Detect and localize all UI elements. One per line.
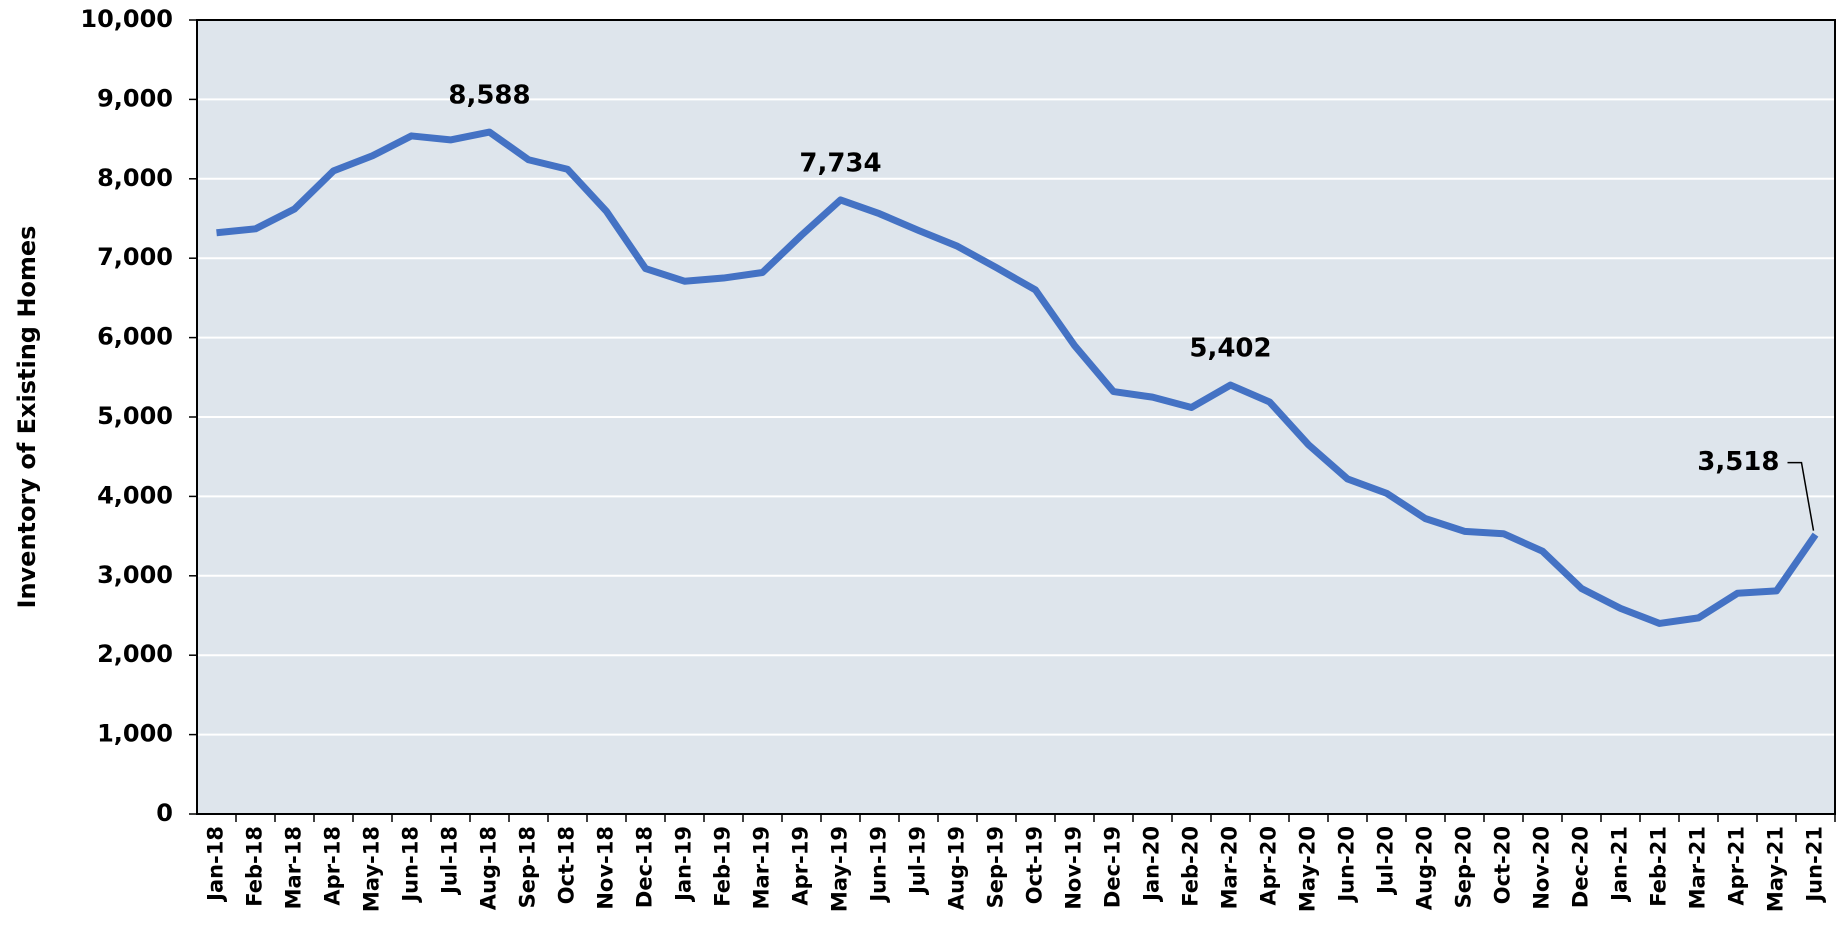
x-tick-label: Feb-19	[711, 826, 735, 907]
x-tick-label: Jan-18	[204, 826, 228, 903]
y-tick-label: 0	[156, 799, 173, 827]
x-tick-label: Apr-19	[789, 826, 813, 906]
y-tick-label: 4,000	[97, 481, 173, 509]
x-tick-label: Aug-19	[945, 826, 969, 910]
x-tick-label: Jun-19	[867, 826, 891, 904]
y-tick-label: 1,000	[97, 720, 173, 748]
x-tick-label: May-20	[1296, 826, 1320, 912]
x-tick-label: Nov-19	[1062, 826, 1086, 910]
x-tick-label: Oct-20	[1491, 826, 1515, 904]
x-tick-label: Mar-19	[750, 826, 774, 909]
x-tick-label: Oct-19	[1023, 826, 1047, 904]
data-label: 8,588	[448, 81, 530, 111]
data-label: 5,402	[1189, 334, 1271, 364]
x-tick-label: Aug-20	[1413, 826, 1437, 910]
x-tick-label: Feb-20	[1179, 826, 1203, 907]
x-tick-label: Jan-19	[672, 826, 696, 903]
x-tick-label: Apr-20	[1257, 826, 1281, 906]
data-label: 7,734	[799, 148, 881, 178]
leader-line	[1787, 461, 1815, 531]
x-tick-label: Apr-21	[1725, 826, 1749, 906]
x-tick-label: Mar-21	[1686, 826, 1710, 909]
y-tick-label: 8,000	[97, 164, 173, 192]
x-tick-label: Jul-20	[1374, 826, 1398, 896]
x-tick-label: Oct-18	[555, 826, 579, 904]
x-tick-label: May-18	[360, 826, 384, 912]
data-label: 3,518	[1697, 447, 1779, 477]
x-tick-label: Mar-18	[282, 826, 306, 909]
x-tick-label: Jul-18	[438, 826, 462, 896]
x-tick-label: Sep-19	[984, 826, 1008, 908]
x-tick-label: Aug-18	[477, 826, 501, 910]
y-tick-label: 10,000	[80, 5, 173, 33]
y-tick-label: 5,000	[97, 402, 173, 430]
x-tick-label: Jun-21	[1803, 826, 1827, 904]
line	[216, 128, 1819, 627]
x-tick-label: Jan-21	[1608, 826, 1632, 903]
x-tick-label: Jun-20	[1335, 826, 1359, 904]
y-tick-label: 7,000	[97, 243, 173, 271]
x-tick-label: Sep-20	[1452, 826, 1476, 908]
x-tick-label: Dec-19	[1101, 826, 1125, 908]
x-tick-label: Apr-18	[321, 826, 345, 906]
x-tick-label: Jun-18	[399, 826, 423, 904]
x-tick-label: Sep-18	[516, 826, 540, 908]
x-tick-label: Jan-20	[1140, 826, 1164, 903]
y-tick-label: 3,000	[97, 561, 173, 589]
y-tick-label: 9,000	[97, 84, 173, 112]
y-tick-label: 6,000	[97, 323, 173, 351]
x-tick-label: May-19	[828, 826, 852, 912]
x-tick-label: May-21	[1764, 826, 1788, 912]
x-tick-label: Nov-18	[594, 826, 618, 910]
x-tick-label: Feb-21	[1647, 826, 1671, 907]
x-tick-label: Nov-20	[1530, 826, 1554, 910]
y-axis-label: Inventory of Existing Homes	[13, 226, 41, 609]
x-tick-label: Feb-18	[243, 826, 267, 907]
x-tick-label: Mar-20	[1218, 826, 1242, 909]
y-tick-label: 2,000	[97, 640, 173, 668]
x-tick-label: Dec-18	[633, 826, 657, 908]
x-tick-label: Dec-20	[1569, 826, 1593, 908]
x-tick-label: Jul-19	[906, 826, 930, 896]
